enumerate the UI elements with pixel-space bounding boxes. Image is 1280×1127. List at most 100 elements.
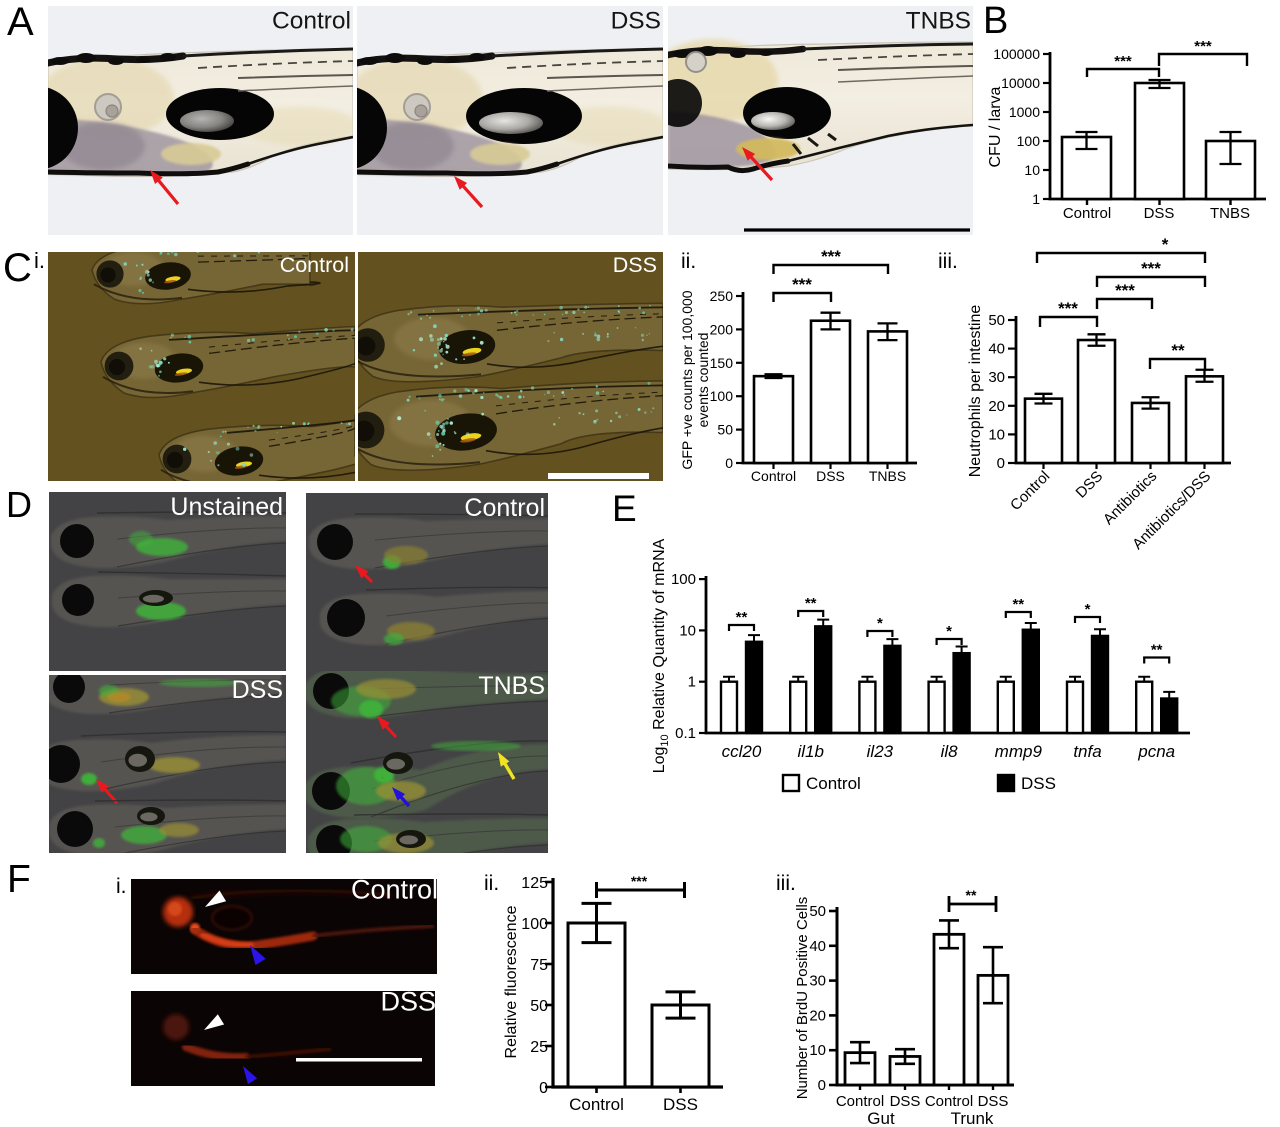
svg-text:**: ** [1171, 341, 1185, 360]
svg-text:40: 40 [988, 341, 1005, 358]
svg-text:***: *** [792, 275, 812, 294]
svg-text:10000: 10000 [1001, 75, 1040, 91]
svg-text:100: 100 [521, 916, 548, 933]
svg-text:100: 100 [671, 571, 696, 588]
svg-text:***: *** [631, 873, 648, 889]
svg-text:30: 30 [988, 369, 1005, 386]
svg-text:40: 40 [809, 938, 826, 955]
svg-text:i.: i. [34, 248, 45, 273]
svg-text:200: 200 [710, 321, 734, 337]
svg-text:20: 20 [988, 398, 1005, 415]
svg-text:150: 150 [710, 355, 734, 371]
svg-text:***: *** [821, 247, 841, 266]
svg-text:**: ** [966, 887, 977, 903]
svg-text:iii.: iii. [776, 872, 796, 895]
svg-text:pcna: pcna [1137, 742, 1175, 761]
svg-text:75: 75 [530, 957, 548, 974]
svg-text:50: 50 [809, 903, 826, 920]
svg-text:1: 1 [688, 674, 696, 691]
svg-text:Unstained: Unstained [170, 493, 283, 521]
svg-text:30: 30 [809, 973, 826, 990]
svg-text:E: E [612, 488, 637, 529]
svg-text:125: 125 [521, 875, 548, 892]
svg-text:*: * [877, 615, 883, 632]
svg-text:DSS: DSS [613, 253, 657, 277]
svg-text:50: 50 [717, 422, 733, 438]
svg-text:0: 0 [997, 455, 1005, 472]
svg-text:Gut: Gut [867, 1109, 895, 1127]
svg-text:Control: Control [569, 1095, 624, 1114]
svg-text:CFU / larva: CFU / larva [987, 86, 1004, 167]
svg-text:**: ** [805, 595, 817, 612]
svg-text:DSS: DSS [890, 1093, 921, 1110]
svg-text:0: 0 [818, 1077, 826, 1094]
svg-text:Control: Control [272, 8, 351, 35]
svg-text:DSS: DSS [816, 468, 845, 484]
svg-text:50: 50 [530, 998, 548, 1015]
svg-text:10: 10 [1024, 162, 1040, 178]
svg-text:Number of BrdU Positive Cells: Number of BrdU Positive Cells [794, 897, 811, 1100]
svg-text:***: *** [1141, 259, 1161, 278]
svg-text:il23: il23 [867, 742, 894, 761]
svg-text:DSS: DSS [978, 1093, 1009, 1110]
svg-text:100: 100 [1017, 133, 1041, 149]
svg-text:TNBS: TNBS [1210, 205, 1250, 222]
svg-text:DSS: DSS [611, 8, 661, 35]
svg-text:20: 20 [809, 1007, 826, 1024]
svg-text:***: *** [1058, 299, 1078, 318]
svg-text:iii.: iii. [938, 250, 958, 273]
svg-text:*: * [1162, 235, 1169, 254]
svg-text:Neutrophils per intestine: Neutrophils per intestine [967, 305, 984, 478]
svg-text:DSS: DSS [1021, 774, 1056, 793]
svg-text:10: 10 [988, 426, 1005, 443]
svg-text:100000: 100000 [993, 46, 1040, 62]
svg-text:A: A [7, 0, 34, 44]
svg-text:**: ** [1151, 642, 1163, 659]
svg-text:C: C [3, 246, 32, 290]
svg-text:DSS: DSS [380, 987, 436, 1017]
svg-text:mmp9: mmp9 [995, 742, 1043, 761]
svg-text:events counted: events counted [695, 333, 711, 428]
svg-text:Control: Control [1063, 205, 1111, 222]
svg-text:***: *** [1114, 53, 1132, 70]
svg-text:**: ** [736, 609, 748, 626]
svg-text:Control: Control [806, 774, 861, 793]
svg-text:250: 250 [710, 288, 734, 304]
svg-text:0: 0 [725, 455, 733, 471]
svg-text:0: 0 [539, 1080, 548, 1097]
svg-text:Control: Control [836, 1093, 884, 1110]
svg-text:D: D [6, 484, 32, 525]
svg-text:il8: il8 [941, 742, 959, 761]
svg-text:1000: 1000 [1009, 104, 1040, 120]
svg-text:i.: i. [116, 875, 127, 898]
svg-text:Trunk: Trunk [951, 1109, 994, 1127]
svg-text:*: * [946, 623, 952, 640]
svg-text:Log10 Relative Quantity of mRN: Log10 Relative Quantity of mRNA [651, 538, 671, 773]
svg-text:F: F [7, 858, 31, 901]
svg-text:TNBS: TNBS [478, 672, 545, 700]
svg-text:50: 50 [988, 312, 1005, 329]
svg-text:Relative fluorescence: Relative fluorescence [503, 905, 520, 1058]
svg-text:TNBS: TNBS [906, 8, 971, 35]
svg-text:tnfa: tnfa [1073, 742, 1101, 761]
svg-text:Control: Control [464, 494, 545, 522]
svg-text:10: 10 [679, 622, 696, 639]
svg-text:Control: Control [280, 253, 349, 277]
svg-text:DSS: DSS [1072, 468, 1106, 502]
svg-text:Control: Control [351, 875, 438, 905]
svg-text:25: 25 [530, 1039, 548, 1056]
svg-text:ii.: ii. [681, 250, 696, 273]
svg-text:ccl20: ccl20 [722, 742, 762, 761]
svg-text:0.1: 0.1 [675, 725, 696, 742]
svg-text:Control: Control [925, 1093, 973, 1110]
svg-text:B: B [983, 0, 1008, 42]
svg-text:DSS: DSS [1144, 205, 1175, 222]
svg-text:**: ** [1012, 596, 1024, 613]
svg-text:GFP +ve counts per 100,000: GFP +ve counts per 100,000 [679, 290, 695, 469]
svg-text:*: * [1085, 601, 1091, 618]
svg-text:TNBS: TNBS [869, 468, 906, 484]
svg-text:1: 1 [1032, 191, 1040, 207]
svg-text:il1b: il1b [797, 742, 823, 761]
svg-text:Control: Control [1007, 468, 1053, 514]
svg-text:Control: Control [751, 468, 796, 484]
